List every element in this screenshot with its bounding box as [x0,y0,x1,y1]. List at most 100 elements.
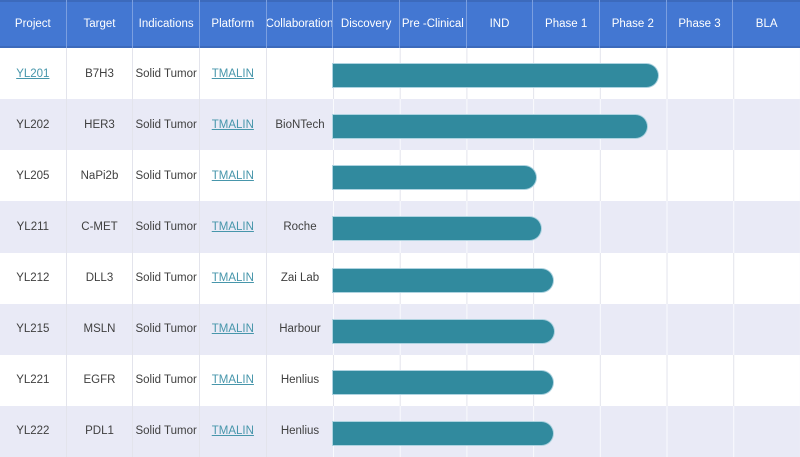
cell-indications: Solid Tumor [133,303,200,355]
gantt-track [333,405,800,457]
progress-bar [333,166,536,190]
cell-target: C-MET [67,201,134,253]
cell-indications: Solid Tumor [133,48,200,100]
target-label: MSLN [83,323,116,336]
cell-platform: TMALIN [200,48,267,100]
cell-target: MSLN [67,303,134,355]
cell-platform: TMALIN [200,354,267,406]
progress-bar [333,319,554,343]
target-label: EGFR [83,374,116,387]
cell-platform: TMALIN [200,303,267,355]
progress-bar [333,268,554,292]
indications-label: Solid Tumor [135,425,197,438]
cell-collaboration: BioNTech [267,99,334,150]
column-header-platform: Platform [200,0,267,48]
project-label: YL222 [16,425,50,438]
cell-collaboration: Henlius [267,355,334,406]
column-header-project: Project [0,0,67,48]
collaboration-label: Roche [283,220,317,233]
platform-link[interactable]: TMALIN [211,425,254,438]
target-label: DLL3 [85,272,114,285]
column-header-phase2: Phase 2 [600,0,667,48]
cell-target: EGFR [67,354,134,406]
cell-target: PDL1 [67,405,134,457]
column-header-collaboration: Collaboration [267,0,334,48]
column-header-phase1: Phase 1 [533,0,600,48]
indications-label: Solid Tumor [135,169,197,182]
column-header-bla: BLA [755,18,778,30]
cell-platform: TMALIN [200,99,267,151]
cell-platform: TMALIN [200,201,267,253]
column-header-discovery: Discovery [333,0,400,48]
column-header-ind: IND [467,0,534,48]
collaboration-label: Zai Lab [280,272,320,285]
project-label: YL215 [16,323,50,336]
project-label: YL211 [16,220,50,233]
column-header-phase3: Phase 3 [667,0,734,48]
cell-target: HER3 [67,99,134,151]
platform-link[interactable]: TMALIN [211,169,254,182]
table-row: YL211 C-MET Solid Tumor TMALIN Roche [0,201,800,253]
table-row: YL205 NaPi2b Solid Tumor TMALIN [0,150,800,202]
cell-collaboration: Harbour [267,304,334,355]
cell-project: YL201 [0,48,67,100]
cell-project: YL205 [0,150,67,202]
cell-target: NaPi2b [67,150,134,202]
project-label: YL205 [16,169,50,182]
table-row: YL202 HER3 Solid Tumor TMALIN BioNTech [0,99,800,151]
cell-platform: TMALIN [200,405,267,457]
cell-target: DLL3 [67,252,134,304]
project-label: YL212 [16,272,50,285]
cell-indications: Solid Tumor [133,405,200,457]
cell-collaboration [267,48,334,99]
cell-indications: Solid Tumor [133,252,200,304]
project-label: YL221 [16,374,50,387]
gantt-track [333,252,800,304]
platform-link[interactable]: TMALIN [211,272,254,285]
platform-link[interactable]: TMALIN [211,220,254,233]
cell-indications: Solid Tumor [133,99,200,151]
cell-project: YL211 [0,201,67,253]
progress-bar [333,217,542,241]
cell-collaboration: Zai Lab [267,253,334,304]
platform-link[interactable]: TMALIN [211,374,254,387]
column-header-indications: Indications [133,0,200,48]
collaboration-label: Henlius [280,425,320,438]
progress-bar [333,64,658,87]
table-row: YL201 B7H3 Solid Tumor TMALIN [0,48,800,100]
gantt-track [333,201,800,253]
gantt-track [333,48,800,100]
gantt-track [333,354,800,406]
gantt-track [333,150,800,202]
pipeline-body: YL201 B7H3 Solid Tumor TMALIN YL202 HER3… [0,48,800,457]
cell-indications: Solid Tumor [133,354,200,406]
table-row: YL212 DLL3 Solid Tumor TMALIN Zai Lab [0,252,800,304]
platform-link[interactable]: TMALIN [211,323,254,336]
cell-collaboration: Roche [267,201,334,252]
indications-label: Solid Tumor [135,323,197,336]
platform-link[interactable]: TMALIN [211,118,254,131]
column-header-target: Target [67,0,134,48]
platform-link[interactable]: TMALIN [211,67,254,80]
cell-project: YL215 [0,303,67,355]
target-label: HER3 [84,118,115,131]
table-row: YL221 EGFR Solid Tumor TMALIN Henlius [0,354,800,406]
cell-project: YL212 [0,252,67,304]
project-link[interactable]: YL201 [16,67,50,80]
cell-platform: TMALIN [200,252,267,304]
collaboration-label: Harbour [279,323,321,336]
project-label: YL202 [16,118,50,131]
indications-label: Solid Tumor [135,118,197,131]
indications-label: Solid Tumor [135,220,197,233]
cell-platform: TMALIN [200,150,267,202]
gantt-track [333,99,800,151]
target-label: PDL1 [85,425,114,438]
collaboration-label: BioNTech [275,118,325,131]
progress-bar [333,421,554,445]
cell-indications: Solid Tumor [133,150,200,202]
gantt-track [333,303,800,355]
indications-label: Solid Tumor [135,272,197,285]
progress-bar [333,115,648,139]
cell-project: YL221 [0,354,67,406]
